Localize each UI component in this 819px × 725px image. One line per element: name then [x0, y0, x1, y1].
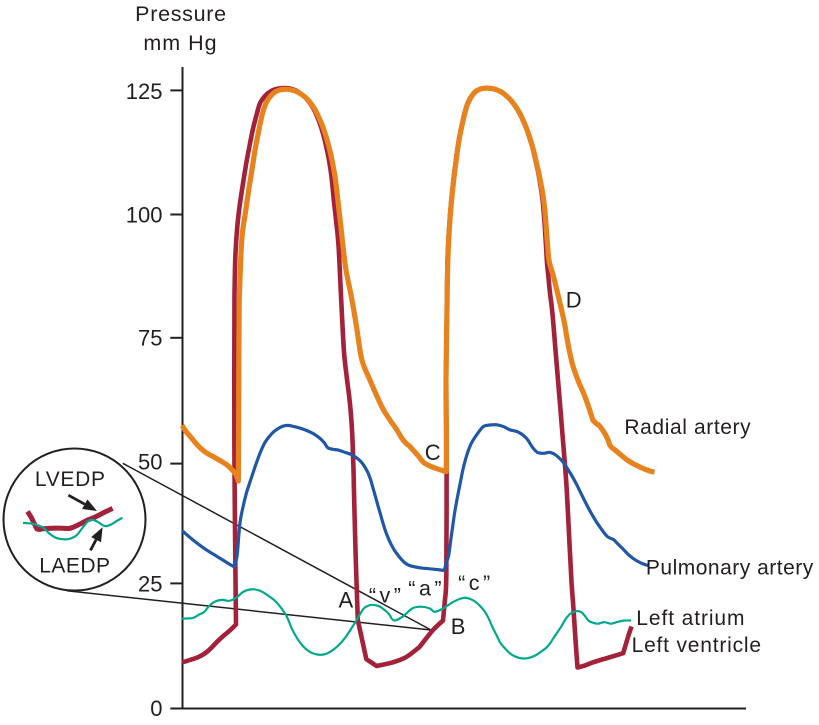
svg-text:0: 0 [150, 696, 162, 721]
svg-text:100: 100 [126, 202, 163, 227]
svg-text:Pulmonary artery: Pulmonary artery [646, 557, 814, 580]
svg-text:LAEDP: LAEDP [39, 555, 110, 578]
svg-text:B: B [451, 614, 466, 639]
svg-text:D: D [566, 288, 582, 313]
svg-text:mm Hg: mm Hg [143, 31, 217, 55]
svg-text:“c”: “c” [458, 571, 494, 595]
svg-text:75: 75 [138, 326, 162, 351]
svg-text:“v”: “v” [369, 584, 405, 608]
svg-text:A: A [339, 587, 354, 612]
svg-text:Left ventricle: Left ventricle [632, 634, 762, 657]
svg-text:“a”: “a” [408, 577, 445, 601]
svg-text:Left atrium: Left atrium [636, 607, 745, 630]
svg-text:50: 50 [138, 450, 162, 475]
svg-text:LVEDP: LVEDP [35, 468, 106, 491]
svg-text:Radial artery: Radial artery [624, 416, 751, 439]
svg-text:Pressure: Pressure [135, 2, 227, 26]
svg-text:125: 125 [126, 79, 163, 104]
svg-text:25: 25 [138, 571, 162, 596]
svg-text:C: C [425, 440, 441, 465]
